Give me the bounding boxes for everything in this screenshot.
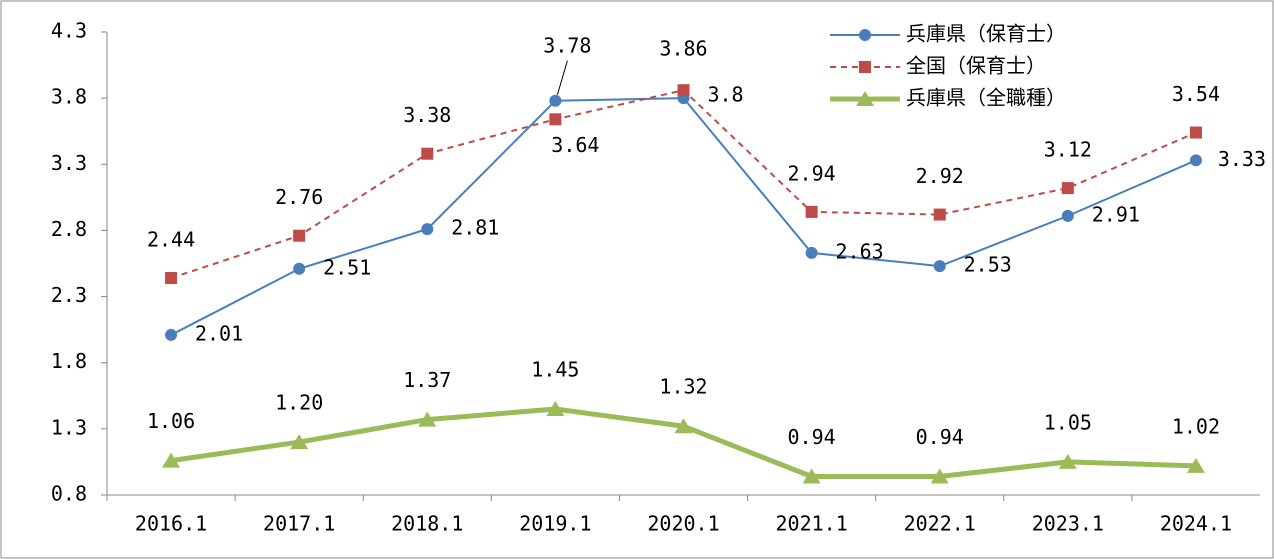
- x-tick-label: 2023.1: [1032, 512, 1104, 536]
- data-label: 2.44: [147, 228, 195, 252]
- x-tick-label: 2016.1: [135, 512, 207, 536]
- data-label: 2.51: [323, 255, 371, 279]
- data-point: [421, 223, 434, 236]
- data-label: 2.81: [451, 216, 499, 240]
- data-label: 3.54: [1172, 82, 1220, 106]
- x-tick-label: 2020.1: [647, 512, 719, 536]
- x-tick-label: 2021.1: [775, 512, 847, 536]
- data-point: [1189, 154, 1202, 167]
- data-point: [418, 411, 437, 427]
- y-tick-label: 3.3: [51, 151, 87, 175]
- y-tick-label: 4.3: [51, 19, 87, 43]
- data-point: [933, 208, 946, 221]
- legend-label: 全国（保育士）: [906, 54, 1046, 78]
- y-tick-label: 2.3: [51, 283, 87, 307]
- x-tick-label: 2017.1: [263, 512, 335, 536]
- data-point: [677, 84, 690, 97]
- data-point: [802, 468, 821, 484]
- data-label: 2.91: [1092, 202, 1140, 226]
- data-label: 2.53: [964, 253, 1012, 277]
- y-tick-label: 1.8: [51, 349, 87, 373]
- data-point: [1189, 126, 1202, 139]
- x-tick-label: 2024.1: [1160, 512, 1232, 536]
- data-label: 3.33: [1218, 147, 1266, 171]
- data-point: [293, 229, 306, 242]
- data-point: [546, 401, 565, 417]
- legend-marker: [856, 91, 874, 106]
- data-point: [549, 94, 562, 107]
- data-label: 3.38: [403, 103, 451, 127]
- data-label: 3.8: [707, 83, 743, 107]
- y-tick-label: 1.3: [51, 415, 87, 439]
- data-label: 3.12: [1044, 138, 1092, 162]
- data-point: [1186, 457, 1205, 473]
- data-label: 3.64: [551, 133, 599, 157]
- y-tick-label: 3.8: [51, 85, 87, 109]
- data-point: [805, 246, 818, 259]
- data-label: 1.06: [147, 409, 195, 433]
- leader-line: [556, 60, 568, 95]
- x-tick-label: 2018.1: [391, 512, 463, 536]
- data-point: [933, 260, 946, 273]
- y-tick-label: 2.8: [51, 217, 87, 241]
- x-tick-label: 2022.1: [904, 512, 976, 536]
- data-point: [1061, 182, 1074, 195]
- data-point: [165, 328, 178, 341]
- data-label: 2.63: [836, 239, 884, 263]
- legend-label: 兵庫県（全職種）: [906, 86, 1066, 110]
- data-label: 3.78: [543, 33, 591, 57]
- data-label: 1.20: [275, 391, 323, 415]
- x-tick-label: 2019.1: [519, 512, 591, 536]
- data-point: [162, 452, 181, 468]
- data-label: 1.02: [1172, 414, 1220, 438]
- data-label: 1.05: [1044, 410, 1092, 434]
- data-point: [165, 272, 178, 285]
- data-point: [674, 418, 693, 434]
- data-point: [805, 205, 818, 218]
- data-point: [290, 434, 309, 450]
- legend-label: 兵庫県（保育士）: [906, 22, 1066, 46]
- data-point: [1058, 453, 1077, 469]
- data-label: 1.32: [659, 375, 707, 399]
- data-label: 2.92: [916, 164, 964, 188]
- data-label: 2.94: [788, 161, 836, 185]
- data-label: 1.37: [403, 368, 451, 392]
- data-point: [549, 113, 562, 126]
- data-label: 0.94: [916, 425, 964, 449]
- y-tick-label: 0.8: [51, 482, 87, 506]
- data-point: [421, 147, 434, 160]
- data-label: 2.76: [275, 185, 323, 209]
- data-label: 2.01: [195, 321, 243, 345]
- data-label: 0.94: [788, 425, 836, 449]
- legend-marker: [859, 61, 871, 73]
- data-label: 1.45: [531, 358, 579, 382]
- data-point: [930, 468, 949, 484]
- data-point: [293, 262, 306, 275]
- legend-marker: [859, 29, 871, 41]
- data-label: 3.86: [659, 37, 707, 61]
- data-point: [1061, 209, 1074, 222]
